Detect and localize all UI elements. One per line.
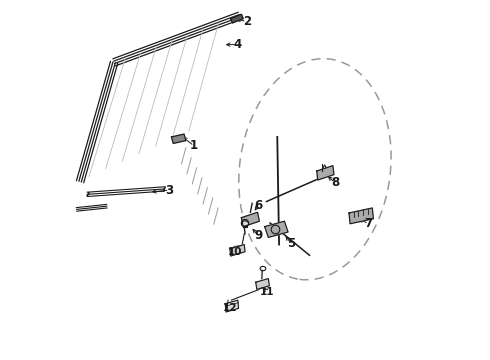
Polygon shape	[317, 166, 334, 180]
Text: 3: 3	[166, 184, 174, 197]
Text: 4: 4	[233, 38, 241, 51]
Text: 9: 9	[254, 229, 263, 242]
Polygon shape	[242, 212, 259, 226]
Text: 12: 12	[222, 303, 237, 313]
Polygon shape	[225, 300, 239, 312]
Text: 10: 10	[228, 247, 242, 257]
Ellipse shape	[242, 221, 248, 226]
Polygon shape	[265, 221, 288, 237]
Polygon shape	[231, 14, 243, 23]
Text: 7: 7	[365, 217, 373, 230]
Text: 11: 11	[260, 287, 274, 297]
Text: 5: 5	[288, 237, 296, 250]
Text: 2: 2	[243, 15, 251, 28]
Polygon shape	[172, 134, 186, 143]
Text: 6: 6	[254, 199, 263, 212]
Polygon shape	[256, 279, 270, 289]
Polygon shape	[230, 244, 245, 256]
Text: 1: 1	[190, 139, 198, 152]
Text: 8: 8	[331, 176, 340, 189]
Polygon shape	[349, 208, 373, 224]
